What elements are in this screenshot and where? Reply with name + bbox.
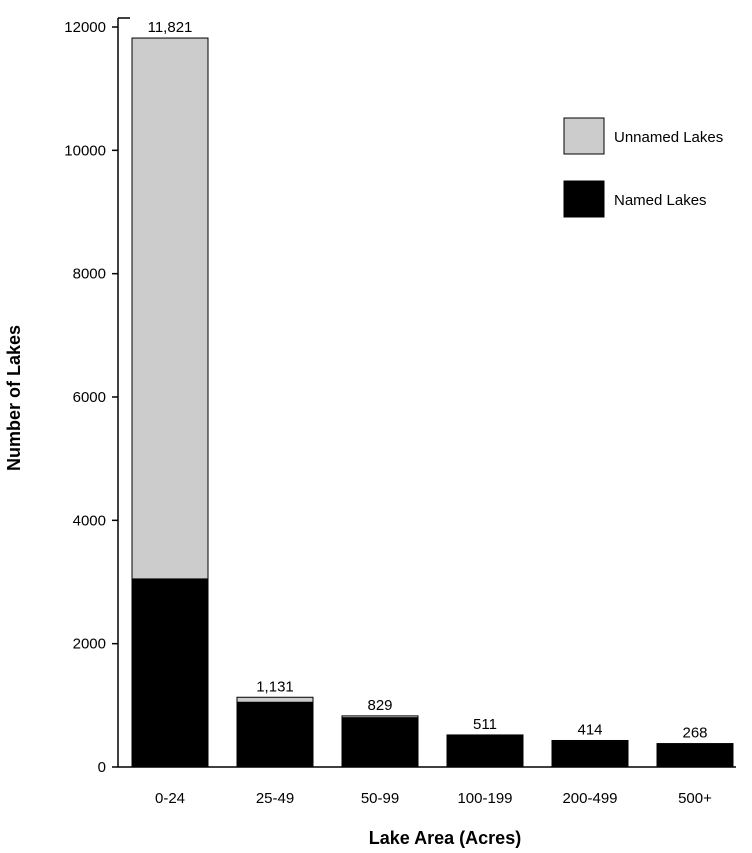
bars: 11,821 1,131 829 511 414 268: [131, 19, 734, 768]
bar-unnamed-lakes: [341, 715, 419, 719]
bar-unnamed-lakes: [131, 37, 209, 580]
x-axis-title: Lake Area (Acres): [369, 828, 521, 848]
y-tick-label: 6000: [73, 389, 106, 406]
legend-swatch: [563, 180, 605, 218]
y-axis: 0 2000 4000 6000 8000 10000 12000: [64, 17, 130, 776]
bar-total-label: 268: [682, 725, 707, 742]
legend: Unnamed Lakes Named Lakes: [563, 117, 723, 218]
x-tick-label: 200-499: [562, 790, 617, 807]
x-tick-label: 25-49: [256, 790, 294, 807]
bar-total-label: 829: [367, 697, 392, 714]
y-tick-label: 0: [98, 759, 106, 776]
y-axis-title: Number of Lakes: [4, 325, 24, 471]
bar-total-label: 11,821: [148, 19, 193, 36]
x-axis: 0-24 25-49 50-99 100-199 200-499 500+: [118, 766, 736, 807]
x-tick-label: 50-99: [361, 790, 399, 807]
bar-total-label: 511: [473, 716, 497, 733]
bar-total-label: 414: [577, 721, 602, 738]
bar-named-lakes: [446, 734, 524, 768]
bar-named-lakes: [551, 739, 629, 768]
legend-label: Unnamed Lakes: [614, 129, 723, 146]
legend-label: Named Lakes: [614, 192, 707, 209]
bar-total-label: 1,131: [256, 678, 294, 695]
x-tick-label: 500+: [678, 790, 712, 807]
y-tick-label: 8000: [73, 266, 106, 283]
legend-swatch: [563, 117, 605, 155]
bar-named-lakes: [131, 578, 209, 768]
bar-named-lakes: [656, 743, 734, 768]
y-tick-label: 10000: [64, 142, 106, 159]
bar-unnamed-lakes: [236, 696, 314, 703]
y-tick-label: 12000: [64, 19, 106, 36]
x-tick-label: 100-199: [457, 790, 512, 807]
bar-named-lakes: [341, 717, 419, 768]
y-tick-label: 4000: [73, 512, 106, 529]
y-tick-label: 2000: [73, 636, 106, 653]
x-tick-label: 0-24: [155, 790, 185, 807]
bar-named-lakes: [236, 701, 314, 768]
